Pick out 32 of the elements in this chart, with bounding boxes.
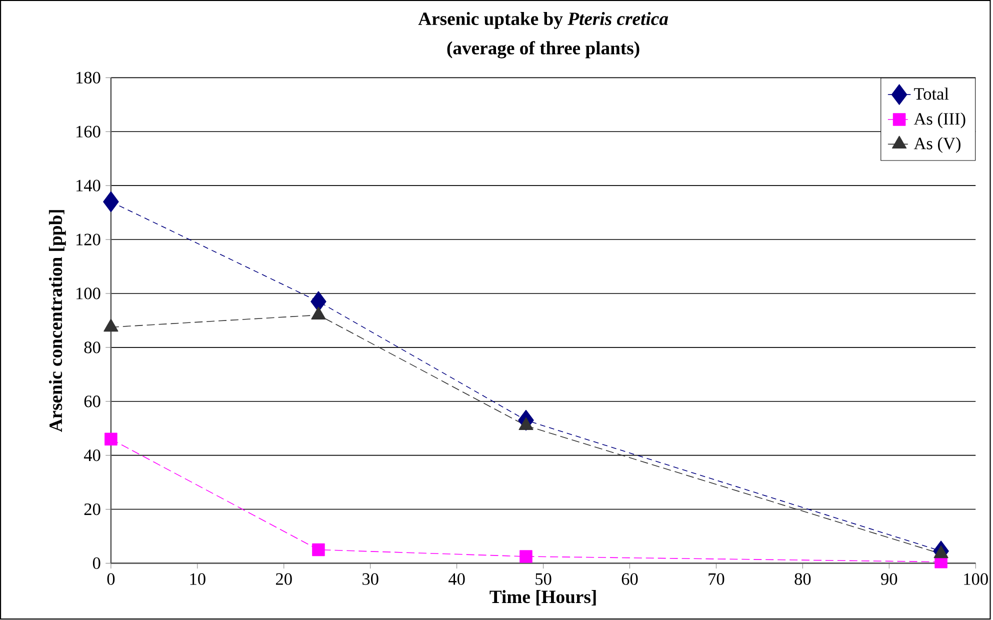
y-tick-label: 0	[92, 558, 100, 570]
point	[104, 432, 118, 446]
y-tick-label: 20	[84, 504, 100, 516]
chart-title: Arsenic uptake by Pteris cretica	[418, 12, 668, 30]
point	[103, 192, 119, 212]
x-tick-label: 10	[190, 573, 206, 586]
x-tick-label: 100	[964, 573, 988, 586]
legend-label: As (V)	[914, 137, 960, 154]
y-tick-label: 60	[84, 396, 100, 408]
x-tick-label: 70	[708, 573, 724, 586]
y-tick-label: 140	[76, 180, 100, 192]
y-tick-label: 160	[76, 126, 100, 138]
legend-label: As (III)	[914, 112, 966, 128]
x-axis-title: Time [Hours]	[490, 590, 596, 606]
y-axis-title: Arsenic concentration [ppb]	[48, 210, 66, 432]
x-tick-label: 50	[536, 573, 552, 586]
y-tick-label: 180	[76, 72, 100, 84]
legend-label: Total	[914, 88, 949, 100]
point	[520, 550, 532, 564]
chart-subtitle: (average of three plants)	[447, 41, 640, 59]
x-tick-label: 40	[448, 573, 465, 586]
x-tick-label: 30	[362, 573, 378, 586]
point	[312, 544, 325, 556]
x-tick-label: 80	[794, 573, 811, 586]
x-tick-label: 90	[881, 573, 898, 586]
x-tick-label: 0	[107, 573, 115, 586]
x-tick-label: 60	[622, 573, 638, 586]
y-tick-label: 40	[84, 450, 100, 462]
y-tick-label: 80	[84, 342, 100, 354]
y-tick-label: 120	[76, 234, 100, 246]
x-tick-label: 20	[276, 573, 292, 586]
y-tick-label: 100	[76, 288, 100, 300]
